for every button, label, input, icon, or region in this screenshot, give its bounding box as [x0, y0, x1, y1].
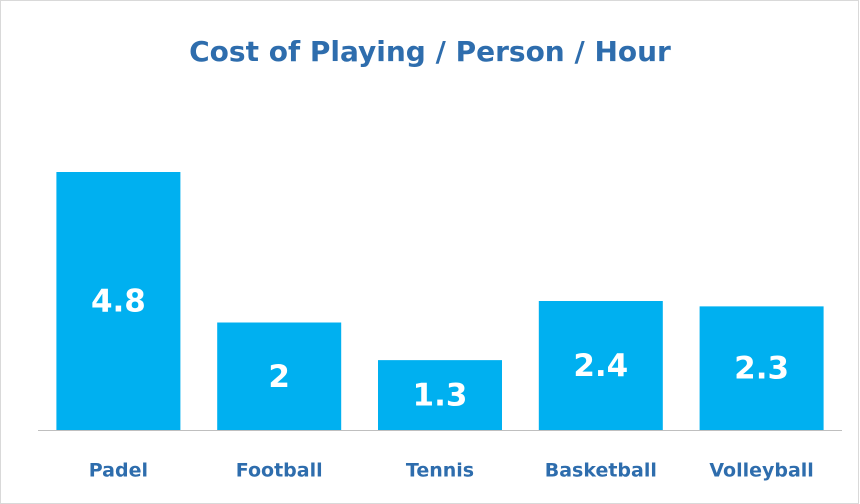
- x-tick-label: Tennis: [406, 460, 474, 482]
- value-label: 2.3: [734, 351, 789, 387]
- value-label: 4.8: [91, 284, 146, 320]
- value-label: 2: [268, 359, 290, 395]
- x-tick-label: Volleyball: [709, 460, 813, 482]
- bar: [538, 301, 663, 430]
- bar: [378, 360, 502, 430]
- value-label: 1.3: [413, 378, 468, 414]
- x-tick-label: Padel: [89, 460, 148, 482]
- x-tick-label: Football: [236, 460, 323, 482]
- bar: [699, 306, 824, 430]
- value-label: 2.4: [573, 348, 628, 384]
- bar: [217, 322, 342, 430]
- bar: [56, 172, 181, 430]
- chart-title: Cost of Playing / Person / Hour: [189, 35, 671, 68]
- x-tick-label: Basketball: [545, 460, 657, 482]
